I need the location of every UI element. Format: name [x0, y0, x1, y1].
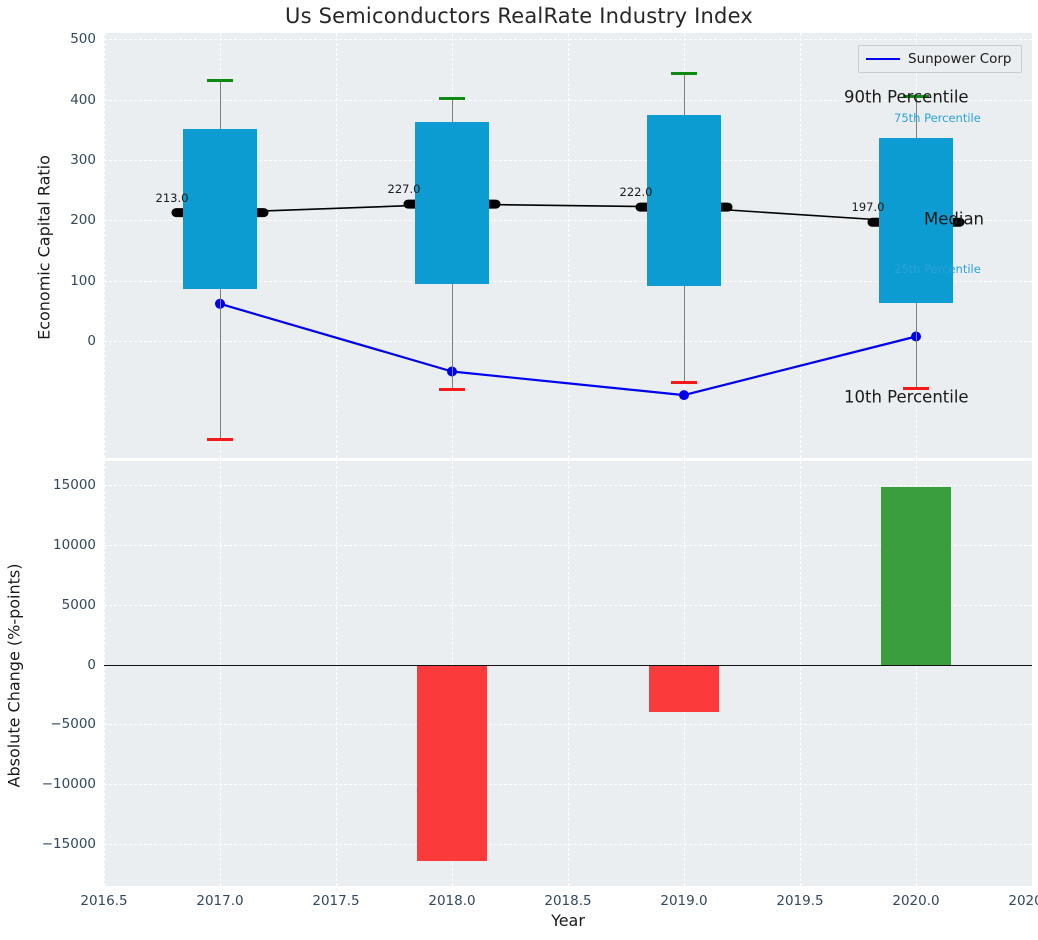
change-bar-negative: [649, 665, 719, 712]
y-axis-tick-label: 500: [70, 31, 96, 47]
distribution-panel: 213.0 227.0 222.0 197.0 90th Percentile 75th…: [104, 33, 1032, 458]
gridline-vertical: [568, 461, 569, 886]
x-axis-title: Year: [104, 911, 1032, 930]
gridline-vertical: [104, 461, 105, 886]
interquartile-box: [647, 115, 721, 286]
median-value-label: 197.0: [852, 200, 885, 214]
gridline-vertical: [220, 461, 221, 886]
y-axis-tick-label: 0: [87, 333, 96, 349]
x-axis-tick-label: 2017.5: [312, 893, 359, 909]
x-axis-tick-label: 2019.5: [776, 893, 823, 909]
bottom-y-axis-title: Absolute Change (%-points): [5, 526, 24, 826]
p10-cap: [439, 388, 465, 391]
annotation-median: Median: [924, 210, 984, 229]
annotation-p25: 25th Percentile: [894, 262, 981, 276]
y-axis-tick-label: 400: [70, 92, 96, 108]
x-axis-tick-label: 2018.5: [544, 893, 591, 909]
annotation-p75: 75th Percentile: [894, 111, 981, 125]
gridline-vertical: [1032, 33, 1033, 458]
absolute-change-panel: [104, 461, 1032, 886]
p10-cap: [671, 381, 697, 384]
y-axis-tick-label: −5000: [50, 716, 96, 732]
x-axis-tick-label: 2016.5: [80, 893, 127, 909]
p90-cap: [671, 72, 697, 75]
y-axis-tick-label: 0: [87, 657, 96, 673]
y-axis-tick-label: 100: [70, 273, 96, 289]
median-value-label: 227.0: [388, 182, 421, 196]
y-axis-tick-label: −10000: [42, 776, 96, 792]
gridline-vertical: [104, 33, 105, 458]
legend[interactable]: Sunpower Corp: [858, 45, 1022, 73]
y-axis-tick-label: 10000: [53, 537, 96, 553]
y-axis-tick-label: 5000: [62, 597, 96, 613]
legend-line-swatch: [866, 58, 900, 60]
gridline-vertical: [336, 461, 337, 886]
p10-cap: [207, 438, 233, 441]
median-value-label: 213.0: [156, 191, 189, 205]
change-bar-positive: [881, 487, 951, 665]
gridline-vertical: [800, 33, 801, 458]
y-axis-tick-label: −15000: [42, 836, 96, 852]
y-axis-tick-label: 15000: [53, 477, 96, 493]
gridline-vertical: [800, 461, 801, 886]
interquartile-box: [415, 122, 489, 285]
p90-cap: [439, 97, 465, 100]
gridline-vertical: [568, 33, 569, 458]
change-bar-negative: [417, 665, 487, 861]
annotation-p90: 90th Percentile: [844, 87, 969, 106]
x-axis-tick-label: 2019.0: [660, 893, 707, 909]
x-axis-tick-label: 2020.5: [1008, 893, 1038, 909]
annotation-p10: 10th Percentile: [844, 387, 969, 406]
legend-label-sunpower: Sunpower Corp: [908, 51, 1012, 67]
page-title: Us Semiconductors RealRate Industry Inde…: [0, 4, 1038, 28]
interquartile-box: [183, 129, 257, 289]
p90-cap: [207, 79, 233, 82]
x-axis-tick-label: 2020.0: [892, 893, 939, 909]
top-y-axis-title: Economic Capital Ratio: [35, 98, 54, 398]
zero-baseline: [104, 665, 1032, 666]
chart-figure: Us Semiconductors RealRate Industry Inde…: [0, 0, 1038, 940]
gridline-vertical: [336, 33, 337, 458]
x-axis-tick-label: 2017.0: [196, 893, 243, 909]
y-axis-tick-label: 200: [70, 212, 96, 228]
y-axis-tick-label: 300: [70, 152, 96, 168]
median-value-label: 222.0: [620, 185, 653, 199]
x-axis-tick-label: 2018.0: [428, 893, 475, 909]
gridline-vertical: [1032, 461, 1033, 886]
